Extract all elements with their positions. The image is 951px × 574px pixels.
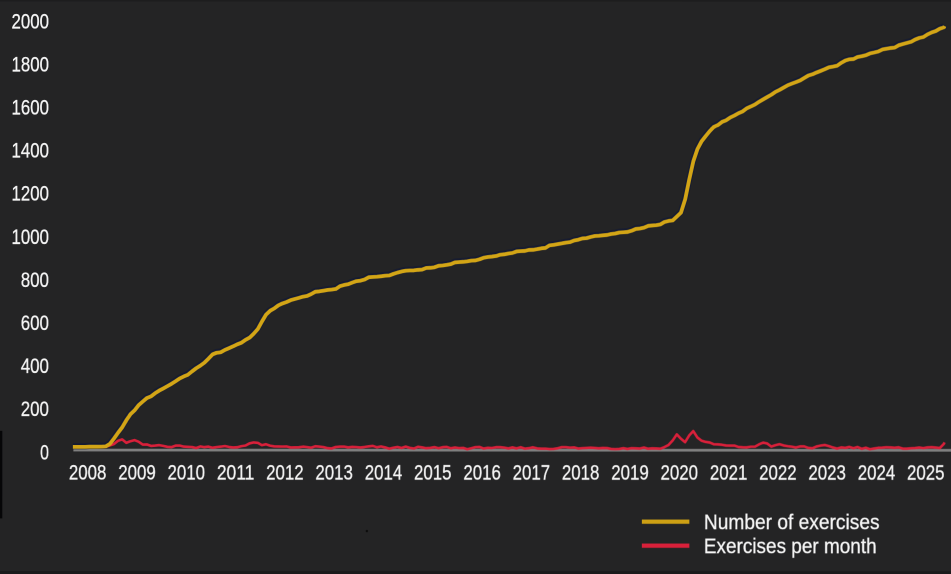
svg-text:2020: 2020 [661,461,699,484]
svg-text:800: 800 [21,269,49,292]
svg-text:200: 200 [21,398,49,421]
svg-text:2022: 2022 [759,461,797,484]
svg-text:2024: 2024 [858,462,896,485]
svg-text:1200: 1200 [11,183,49,206]
svg-text:1400: 1400 [11,140,49,163]
svg-text:1000: 1000 [11,226,49,249]
svg-text:2019: 2019 [611,461,649,484]
svg-text:2010: 2010 [168,461,206,484]
svg-text:600: 600 [21,312,49,335]
svg-text:2023: 2023 [808,462,846,485]
svg-text:2009: 2009 [118,461,156,484]
svg-text:400: 400 [21,355,49,378]
svg-text:Number of exercises: Number of exercises [704,511,880,534]
svg-text:0: 0 [40,441,49,464]
svg-text:2025: 2025 [907,462,945,485]
svg-text:Exercises per month: Exercises per month [704,535,877,558]
svg-text:2018: 2018 [562,461,600,484]
svg-text:1800: 1800 [11,53,49,76]
svg-text:1600: 1600 [11,97,49,120]
svg-text:2014: 2014 [365,461,403,484]
svg-text:2016: 2016 [463,461,501,484]
svg-text:2008: 2008 [69,461,107,484]
svg-text:2012: 2012 [266,461,304,484]
svg-text:2011: 2011 [217,461,255,484]
svg-text:2017: 2017 [513,461,551,484]
svg-text:2013: 2013 [315,461,353,484]
svg-text:2015: 2015 [414,461,452,484]
svg-text:2000: 2000 [11,10,49,33]
svg-text:2021: 2021 [710,461,748,484]
